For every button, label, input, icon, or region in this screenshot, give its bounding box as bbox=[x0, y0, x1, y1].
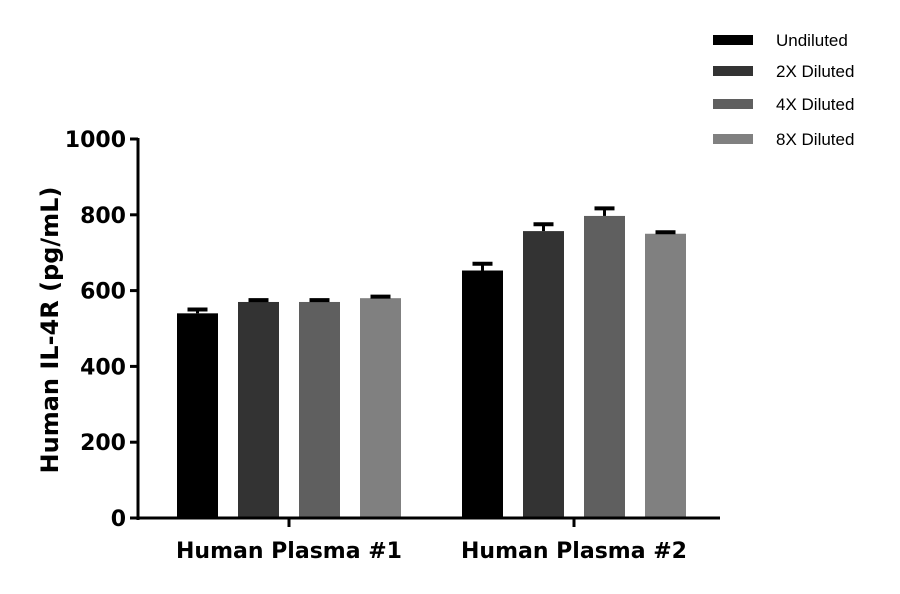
legend-label: 4X Diluted bbox=[776, 95, 854, 114]
y-tick-label: 400 bbox=[80, 355, 126, 380]
legend-swatch bbox=[713, 66, 753, 76]
bar bbox=[299, 301, 340, 518]
bar bbox=[177, 313, 218, 518]
legend-swatch bbox=[713, 35, 753, 45]
legend-swatch bbox=[713, 99, 753, 109]
bar bbox=[360, 298, 401, 518]
y-tick-label: 1000 bbox=[65, 128, 126, 153]
x-axis: Human Plasma #1 Human Plasma #2 bbox=[137, 516, 720, 564]
x-category-label: Human Plasma #2 bbox=[461, 539, 687, 564]
y-tick-label: 800 bbox=[80, 204, 126, 229]
y-tick-label: 200 bbox=[80, 431, 126, 456]
legend-label: Undiluted bbox=[776, 31, 848, 50]
legend-label: 8X Diluted bbox=[776, 130, 854, 149]
bar bbox=[645, 233, 686, 518]
legend-swatch bbox=[713, 134, 753, 144]
y-tick-label: 600 bbox=[80, 280, 126, 305]
legend-label: 2X Diluted bbox=[776, 62, 854, 81]
bar bbox=[238, 301, 279, 518]
bar bbox=[523, 231, 564, 519]
y-axis: 0 200 400 600 800 1000 bbox=[65, 128, 140, 532]
y-axis-label: Human IL-4R (pg/mL) bbox=[36, 187, 64, 474]
legend: Undiluted 2X Diluted 4X Diluted 8X Diluted bbox=[713, 31, 854, 149]
y-tick-label: 0 bbox=[111, 507, 126, 532]
x-category-label: Human Plasma #1 bbox=[176, 539, 402, 564]
bar bbox=[584, 215, 625, 518]
bar bbox=[462, 270, 503, 518]
bars bbox=[177, 206, 686, 519]
